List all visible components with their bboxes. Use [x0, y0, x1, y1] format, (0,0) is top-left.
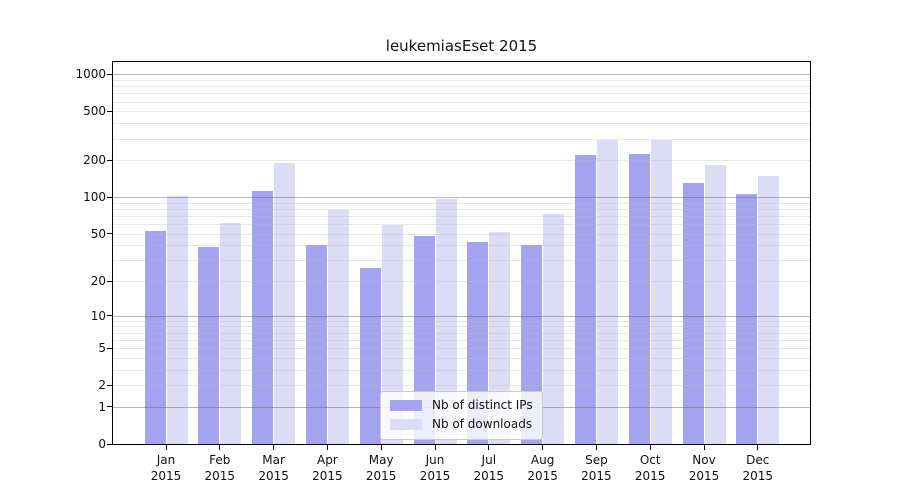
bar-downloads-4 — [381, 224, 403, 444]
x-tick-mark — [326, 445, 328, 450]
y-tick-mark — [107, 315, 112, 317]
gridline-1000 — [113, 74, 810, 76]
legend-item-downloads: Nb of downloads — [390, 417, 533, 432]
x-tick-label-feb: Feb 2015 — [204, 453, 236, 483]
bar-downloads-11 — [758, 175, 780, 444]
y-tick-mark — [107, 347, 112, 349]
x-tick-label-may: May 2015 — [365, 453, 397, 483]
bar-distinct-ips-2 — [252, 190, 274, 444]
gridline-900 — [113, 79, 810, 81]
y-tick-label-1: 1 — [98, 399, 106, 414]
legend-item-distinct-ips: Nb of distinct IPs — [390, 398, 533, 413]
x-tick-label-mar: Mar 2015 — [258, 453, 289, 483]
y-tick-mark — [107, 406, 112, 408]
y-tick-label-50: 50 — [90, 226, 106, 241]
x-tick-mark — [542, 445, 544, 450]
x-tick-label-apr: Apr 2015 — [312, 453, 343, 483]
x-tick-label-sep: Sep 2015 — [581, 453, 612, 483]
y-tick-label-5: 5 — [98, 341, 106, 356]
legend-swatch — [390, 419, 422, 430]
x-tick-mark — [649, 445, 651, 450]
x-tick-mark — [595, 445, 597, 450]
x-tick-label-nov: Nov 2015 — [688, 453, 720, 483]
x-tick-label-jul: Jul 2015 — [473, 453, 505, 483]
gridline-600 — [113, 101, 810, 103]
y-tick-label-100: 100 — [83, 190, 106, 205]
y-tick-label-200: 200 — [83, 153, 106, 168]
bar-distinct-ips-4 — [359, 267, 381, 444]
x-tick-mark — [380, 445, 382, 450]
x-tick-mark — [219, 445, 221, 450]
bar-distinct-ips-10 — [682, 183, 704, 444]
x-tick-mark — [757, 445, 759, 450]
chart-title: leukemiasEset 2015 — [385, 37, 538, 55]
y-tick-mark — [107, 73, 112, 75]
y-tick-mark — [107, 159, 112, 161]
bar-downloads-2 — [274, 162, 296, 444]
y-tick-label-500: 500 — [83, 104, 106, 119]
bar-distinct-ips-8 — [574, 155, 596, 444]
legend-label: Nb of downloads — [432, 417, 533, 431]
y-tick-label-20: 20 — [90, 274, 106, 289]
x-tick-label-dec: Dec 2015 — [742, 453, 774, 483]
legend: Nb of distinct IPs Nb of downloads — [380, 391, 543, 440]
x-tick-label-aug: Aug 2015 — [527, 453, 558, 483]
gridline-200 — [113, 160, 810, 162]
y-tick-mark — [107, 196, 112, 198]
bar-downloads-5 — [435, 198, 457, 444]
bar-distinct-ips-1 — [198, 246, 220, 444]
gridline-800 — [113, 86, 810, 88]
gridline-500 — [113, 111, 810, 113]
bar-distinct-ips-0 — [144, 230, 166, 444]
bar-downloads-9 — [650, 140, 672, 444]
gridline-700 — [113, 93, 810, 95]
bar-distinct-ips-3 — [305, 245, 327, 444]
x-tick-label-oct: Oct 2015 — [634, 453, 666, 483]
legend-swatch — [390, 400, 422, 411]
y-tick-mark — [107, 384, 112, 386]
x-tick-label-jan: Jan 2015 — [150, 453, 182, 483]
x-tick-mark — [434, 445, 436, 450]
gridline-300 — [113, 138, 810, 140]
bar-distinct-ips-11 — [736, 194, 758, 444]
x-tick-mark — [273, 445, 275, 450]
bar-distinct-ips-9 — [628, 153, 650, 444]
y-tick-label-0: 0 — [98, 437, 106, 451]
y-tick-label-10: 10 — [90, 308, 106, 323]
bar-downloads-7 — [543, 214, 565, 444]
y-tick-mark — [107, 280, 112, 282]
x-tick-mark — [488, 445, 490, 450]
y-tick-mark — [107, 443, 112, 445]
y-tick-mark — [107, 110, 112, 112]
plot-area — [112, 61, 811, 445]
y-tick-label-1000: 1000 — [75, 67, 106, 82]
bar-downloads-1 — [220, 223, 242, 444]
bar-downloads-0 — [166, 196, 188, 444]
bar-downloads-10 — [704, 165, 726, 444]
y-tick-label-2: 2 — [98, 378, 106, 393]
x-tick-label-jun: Jun 2015 — [419, 453, 451, 483]
legend-label: Nb of distinct IPs — [432, 398, 533, 412]
x-tick-mark — [165, 445, 167, 450]
bar-downloads-8 — [596, 140, 618, 444]
bar-downloads-3 — [327, 210, 349, 444]
gridline-400 — [113, 123, 810, 125]
x-tick-mark — [703, 445, 705, 450]
bar-downloads-6 — [489, 231, 511, 444]
y-tick-mark — [107, 233, 112, 235]
